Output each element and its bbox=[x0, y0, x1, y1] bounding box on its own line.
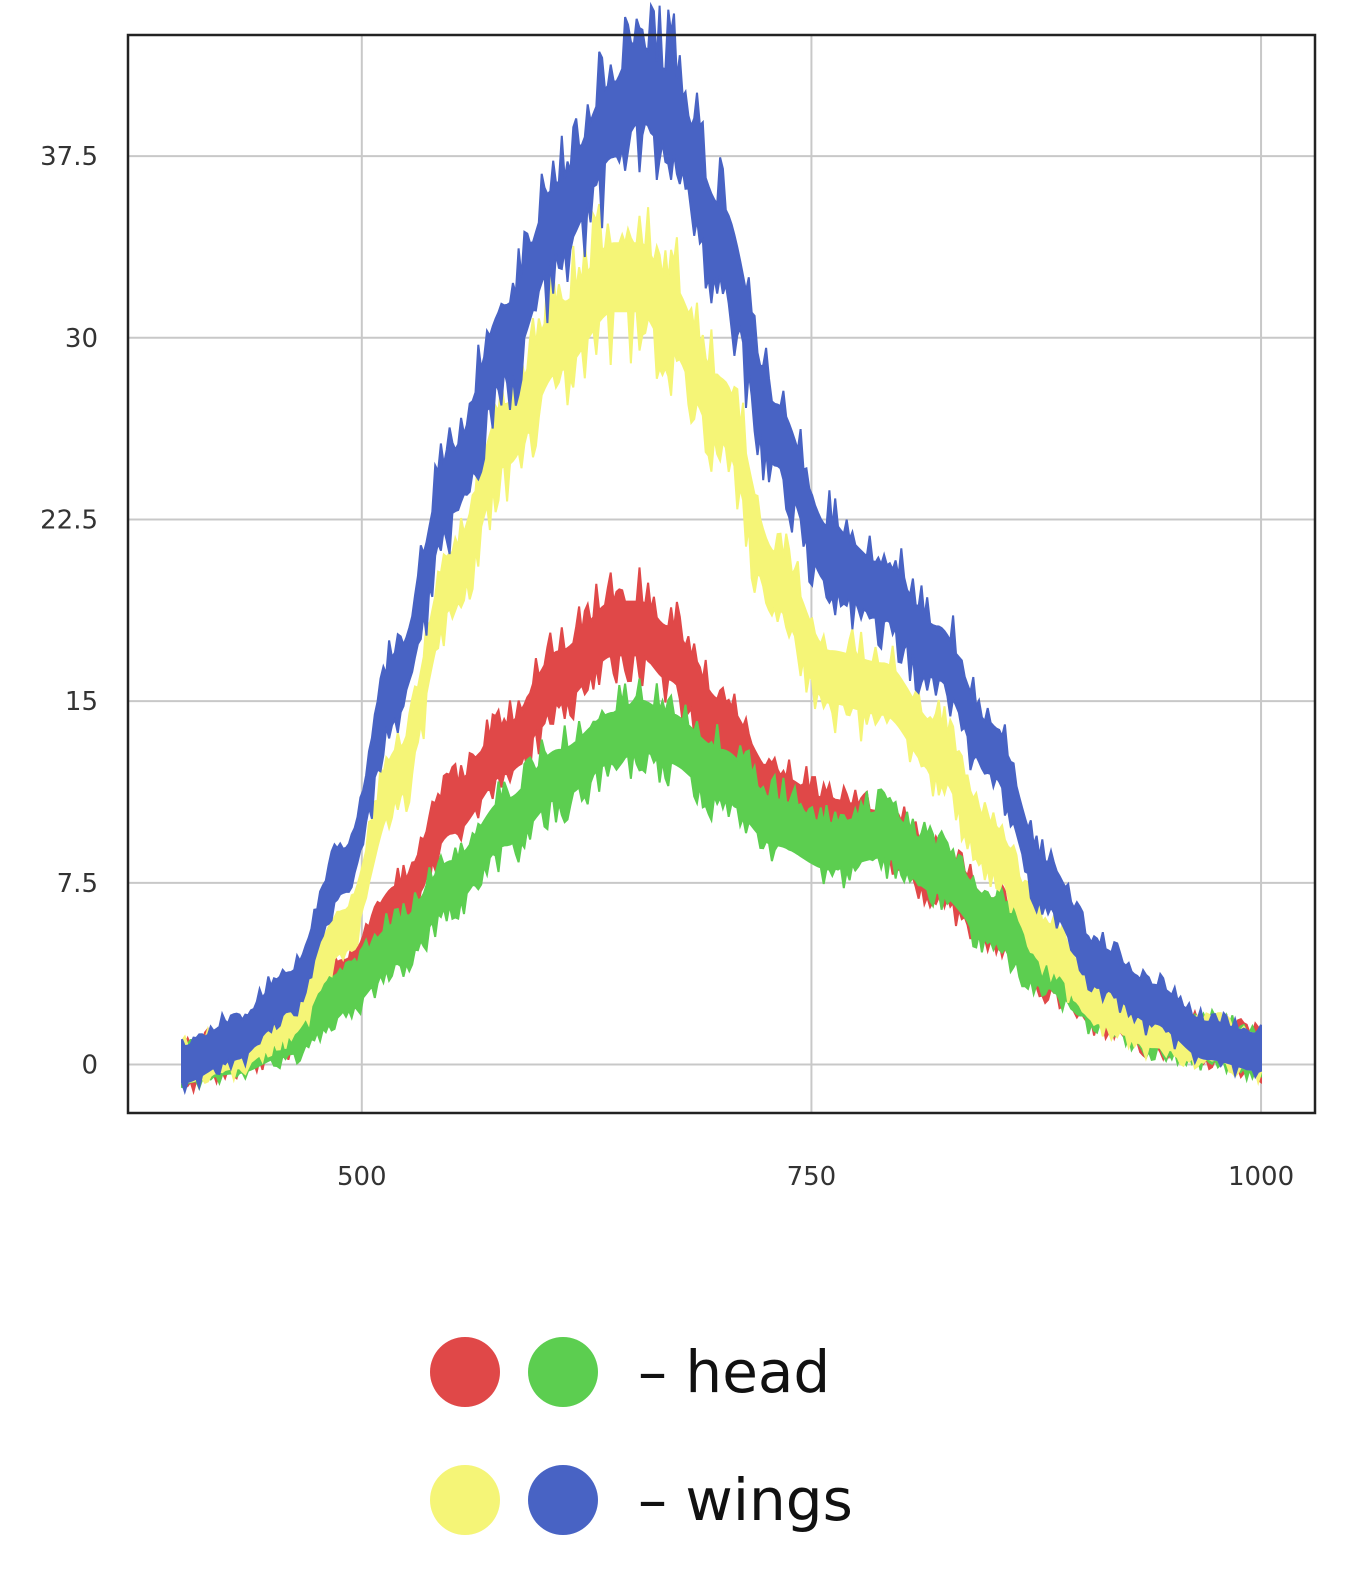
series-blue bbox=[181, 1, 1262, 1095]
x-tick-label: 750 bbox=[787, 1162, 837, 1192]
x-axis-ticks: 500 750 1000 bbox=[337, 1162, 1294, 1192]
plot-frame bbox=[126, 33, 1317, 1115]
y-tick-label: 15 bbox=[65, 687, 98, 717]
y-tick-label: 0 bbox=[81, 1051, 98, 1081]
series-yellow bbox=[181, 203, 1262, 1087]
y-tick-label: 22.5 bbox=[40, 505, 98, 535]
legend-swatch-head-red bbox=[430, 1337, 500, 1407]
y-tick-label: 37.5 bbox=[40, 142, 98, 172]
y-tick-label: 7.5 bbox=[57, 869, 98, 899]
series-layer bbox=[181, 1, 1262, 1096]
x-tick-label: 1000 bbox=[1228, 1162, 1294, 1192]
legend-label-wings: – wings bbox=[638, 1466, 853, 1534]
legend-entry-wings: – wings bbox=[430, 1458, 1030, 1542]
spectrum-chart: 0 7.5 15 22.5 30 37.5 500 750 1000 bbox=[40, 1, 1317, 1192]
legend-label-head: – head bbox=[638, 1338, 831, 1406]
legend-swatch-wings-yellow bbox=[430, 1465, 500, 1535]
y-axis-ticks: 0 7.5 15 22.5 30 37.5 bbox=[40, 142, 98, 1080]
y-tick-label: 30 bbox=[65, 324, 98, 354]
legend-swatch-wings-blue bbox=[528, 1465, 598, 1535]
legend: – head – wings bbox=[430, 1330, 1030, 1586]
legend-entry-head: – head bbox=[430, 1330, 1030, 1414]
series-band bbox=[181, 1, 1262, 1095]
x-tick-label: 500 bbox=[337, 1162, 387, 1192]
legend-swatch-head-green bbox=[528, 1337, 598, 1407]
series-band bbox=[181, 203, 1262, 1087]
